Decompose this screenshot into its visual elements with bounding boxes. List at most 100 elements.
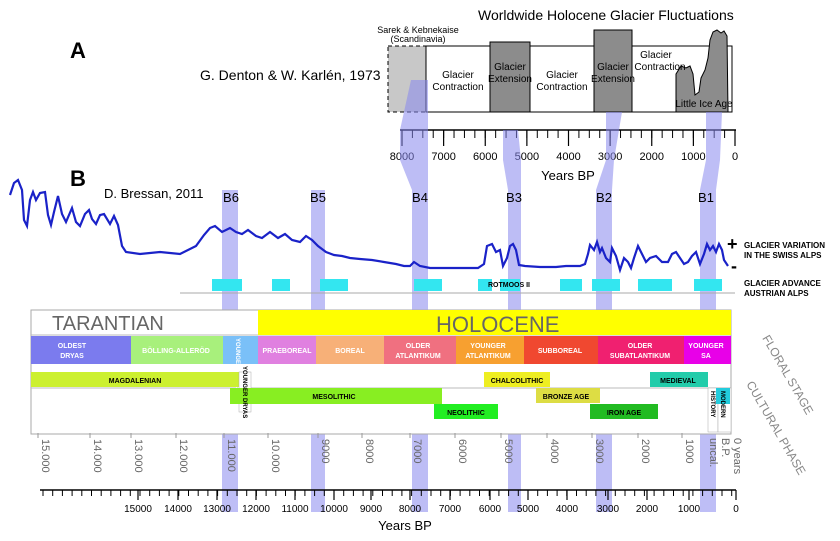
- history-label: HISTORY: [709, 391, 715, 417]
- boreal-cell: [316, 336, 384, 364]
- axis-tick-label: 10000: [320, 504, 348, 515]
- axis-tick-label: 15000: [124, 504, 152, 515]
- scale-tick-label: 12.000: [177, 439, 189, 473]
- glacier-variation-curve: [8, 178, 729, 274]
- panel-a-label: A: [70, 38, 86, 63]
- bronze-age-cell: [536, 388, 600, 403]
- axis-tick-label: 12000: [242, 504, 270, 515]
- event-b1: B1: [698, 190, 714, 205]
- holocene-band: [258, 310, 731, 335]
- scale-tick-label: 4000: [548, 439, 560, 463]
- advance-bar: [272, 279, 290, 291]
- tarantian-label: TARANTIAN: [52, 313, 164, 335]
- axis-tick-label: 8000: [399, 504, 422, 515]
- panel-b-minor-ticks: [42, 490, 733, 496]
- younger-dryas-cell: [223, 336, 258, 364]
- event-b5: B5: [310, 190, 326, 205]
- advance-bar: [478, 279, 492, 291]
- older-sub-2: SUBATLANTIKUM: [610, 353, 670, 360]
- younger-atl-2: ATLANTIKUM: [465, 353, 511, 360]
- panel-a-title: Worldwide Holocene Glacier Fluctuations: [478, 7, 734, 23]
- scale-tick-label: 7000: [411, 439, 423, 463]
- scale-tick-label: 11.000: [225, 439, 237, 472]
- magdalenian-cell: [31, 372, 239, 387]
- axis-tick-label: 6000: [479, 504, 502, 515]
- scale-tick-label: 15.000: [39, 439, 51, 473]
- upper-uncal-scale: 15.000 14.000 13.000 12.000 11.000 10.000 9000…: [37, 433, 695, 473]
- axis-tick-label: 2000: [636, 504, 659, 515]
- medieval-cell: [650, 372, 708, 387]
- axis-tick-label: 4000: [556, 151, 580, 163]
- axis-tick-label: 0: [733, 504, 739, 515]
- event-b3: B3: [506, 190, 522, 205]
- iron-age-cell: [590, 404, 658, 419]
- scale-tick-label: 2000: [639, 439, 651, 463]
- praeboreal-cell: [258, 336, 316, 364]
- scale-tick-label: 13.000: [132, 439, 144, 473]
- younger-atl-1: YOUNGER: [470, 343, 505, 350]
- advance-bars: [212, 279, 722, 291]
- panel-b-author: D. Bressan, 2011: [104, 186, 203, 201]
- phase-1-line2: Contraction: [432, 82, 483, 93]
- axis-tick-label: 5000: [517, 504, 540, 515]
- event-b4: B4: [412, 190, 428, 205]
- event-b6: B6: [223, 190, 239, 205]
- phase-contraction-1: [425, 45, 491, 113]
- magdalenian-label: MAGDALENIAN: [109, 378, 162, 385]
- phase-4-line1: Glacier: [597, 62, 629, 73]
- sarek-label-2: (Scandinavia): [390, 34, 445, 44]
- glacier-variation-label-1: GLACIER VARIATION: [744, 241, 825, 250]
- phase-5-line2: Contraction: [634, 62, 685, 73]
- rotmoos-label: ROTMOOS II: [488, 282, 530, 289]
- little-ice-age-label: Little Ice Age: [675, 99, 733, 110]
- older-atl-2: ATLANTIKUM: [395, 353, 441, 360]
- younger-sa-cell: [684, 336, 731, 364]
- holocene-label: HOLOCENE: [436, 312, 559, 337]
- bolling-cell: [131, 336, 223, 364]
- phase-1-line1: Glacier: [442, 70, 474, 81]
- phase-contraction-2: [529, 45, 595, 113]
- neolithic-cell: [434, 404, 498, 419]
- older-atlantikum-cell: [384, 336, 456, 364]
- event-b2: B2: [596, 190, 612, 205]
- modern-accent: [716, 388, 730, 404]
- scale-end-3: uncal.: [707, 438, 719, 467]
- phase-3-line1: Glacier: [546, 70, 578, 81]
- axis-tick-label: 14000: [164, 504, 192, 515]
- mesolithic-label: MESOLITHIC: [312, 394, 355, 401]
- older-atl-1: OLDER: [406, 343, 431, 350]
- scale-tick-label: 14.000: [91, 439, 103, 473]
- axis-tick-label: 7000: [431, 151, 455, 163]
- panel-a-axis-title: Years BP: [541, 168, 595, 183]
- advance-label-1: GLACIER ADVANCE: [744, 279, 822, 288]
- boreal-label: BOREAL: [335, 348, 365, 355]
- younger-atlantikum-cell: [456, 336, 524, 364]
- axis-tick-label: 3000: [597, 504, 620, 515]
- iron-age-label: IRON AGE: [607, 410, 642, 417]
- scale-tick-label: 9000: [319, 439, 331, 463]
- phase-5-line1: Glacier: [640, 50, 672, 61]
- axis-tick-label: 6000: [473, 151, 497, 163]
- little-ice-age-shape: [675, 29, 729, 113]
- scale-tick-label: 8000: [363, 439, 375, 463]
- younger-dryas-floral: YOUNGER DRYAS: [234, 338, 240, 390]
- axis-tick-label: 1000: [678, 504, 701, 515]
- plus-sign: +: [727, 234, 738, 254]
- advance-bar: [414, 279, 442, 291]
- subboreal-label: SUBBOREAL: [538, 348, 583, 355]
- phase-extension-1: [489, 41, 531, 113]
- axis-tick-label: 4000: [556, 504, 579, 515]
- chalcolithic-cell: [484, 372, 550, 387]
- medieval-label: MEDIEVAL: [660, 378, 696, 385]
- axis-tick-label: 11000: [281, 504, 309, 515]
- bolling-label: BÖLLING-ALLERÖD: [142, 346, 210, 355]
- younger-sa-2: SA: [701, 353, 711, 360]
- mesolithic-cell: [230, 388, 442, 404]
- axis-tick-label: 7000: [439, 504, 462, 515]
- cultural-phases: [31, 371, 732, 433]
- older-sub-1: OLDER: [628, 343, 653, 350]
- axis-tick-label: 13000: [203, 504, 231, 515]
- advance-label-2: AUSTRIAN ALPS: [744, 289, 809, 298]
